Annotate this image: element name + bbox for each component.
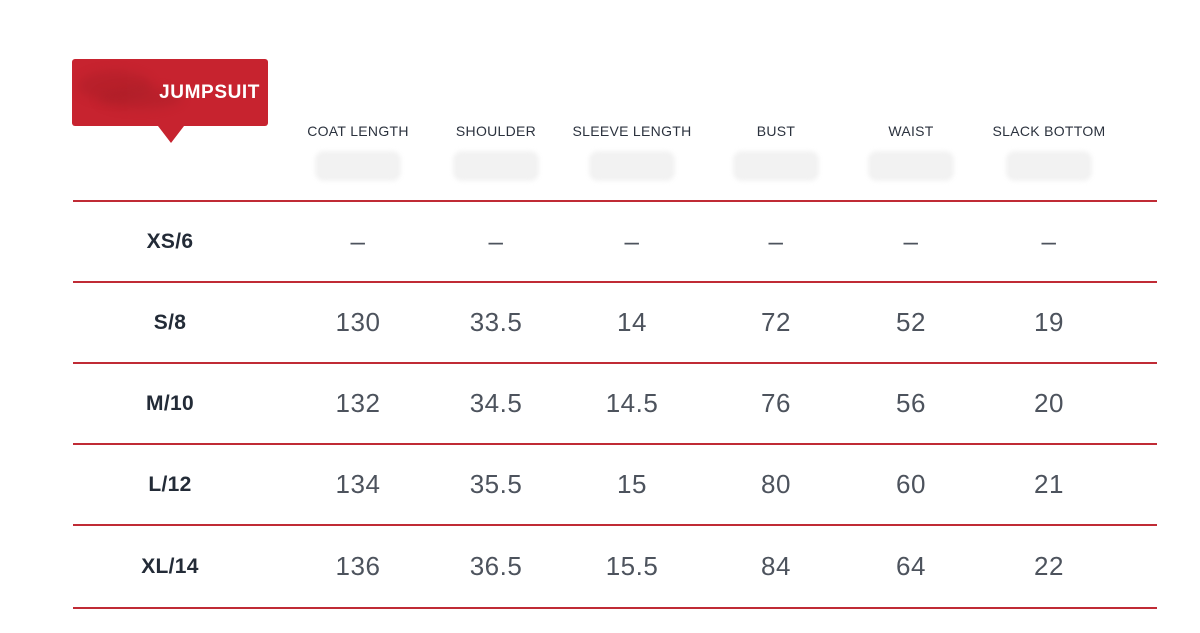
- column-header-label: SLACK BOTTOM: [992, 123, 1106, 139]
- faded-unit-graphic: [1006, 151, 1092, 181]
- faded-unit-graphic: [733, 151, 819, 181]
- faded-logo-graphic: [78, 71, 152, 101]
- cell-value: –: [903, 226, 919, 256]
- faded-unit-graphic: [589, 151, 675, 181]
- cell-value: 35.5: [469, 469, 523, 499]
- column-header-label: COAT LENGTH: [307, 123, 409, 139]
- cell-value: 14: [617, 307, 647, 337]
- column-header-waist: WAIST: [826, 123, 996, 181]
- faded-unit-graphic: [315, 151, 401, 181]
- column-header-sleeve-length: SLEEVE LENGTH: [547, 123, 717, 181]
- cell-value: 84: [761, 551, 791, 581]
- cell-value: 60: [896, 469, 926, 499]
- cell-value: –: [1041, 226, 1057, 256]
- table-row: XS/6 – – – – – –: [73, 200, 1157, 281]
- table-row: M/10 132 34.5 14.5 76 56 20: [73, 362, 1157, 443]
- column-header-coat-length: COAT LENGTH: [273, 123, 443, 181]
- cell-value: 22: [1034, 551, 1064, 581]
- cell-value: 34.5: [469, 388, 523, 418]
- cell-value: –: [768, 226, 784, 256]
- cell-value: 21: [1034, 469, 1064, 499]
- cell-value: 56: [896, 388, 926, 418]
- size-label: S/8: [153, 310, 187, 334]
- cell-value: 20: [1034, 388, 1064, 418]
- size-chart-badge: JUMPSUIT: [72, 59, 268, 126]
- cell-value: –: [488, 226, 504, 256]
- column-header-label: SLEEVE LENGTH: [572, 123, 692, 139]
- column-header-label: BUST: [756, 123, 796, 139]
- faded-logo-graphic: [98, 87, 182, 109]
- cell-value: 14.5: [605, 388, 659, 418]
- column-header-label: WAIST: [888, 123, 934, 139]
- cell-value: 136: [335, 551, 381, 581]
- size-label: XS/6: [146, 229, 194, 253]
- column-header-shoulder: SHOULDER: [411, 123, 581, 181]
- column-header-slack-bottom: SLACK BOTTOM: [964, 123, 1134, 181]
- cell-value: 76: [761, 388, 791, 418]
- column-header-bust: BUST: [691, 123, 861, 181]
- cell-value: 15: [617, 469, 647, 499]
- table-row: L/12 134 35.5 15 80 60 21: [73, 443, 1157, 524]
- column-header-label: SHOULDER: [455, 123, 537, 139]
- cell-value: 33.5: [469, 307, 523, 337]
- cell-value: 52: [896, 307, 926, 337]
- cell-value: 15.5: [605, 551, 659, 581]
- table-header-row: COAT LENGTH SHOULDER SLEEVE LENGTH BUST …: [73, 100, 1157, 200]
- cell-value: 132: [335, 388, 381, 418]
- cell-value: 130: [335, 307, 381, 337]
- cell-value: 64: [896, 551, 926, 581]
- cell-value: 134: [335, 469, 381, 499]
- cell-value: –: [350, 226, 366, 256]
- cell-value: 36.5: [469, 551, 523, 581]
- table-row: S/8 130 33.5 14 72 52 19: [73, 281, 1157, 362]
- faded-unit-graphic: [453, 151, 539, 181]
- size-label: L/12: [148, 472, 192, 496]
- cell-value: 19: [1034, 307, 1064, 337]
- size-label: M/10: [146, 391, 194, 415]
- badge-pointer-icon: [158, 126, 184, 143]
- faded-unit-graphic: [868, 151, 954, 181]
- cell-value: 72: [761, 307, 791, 337]
- table-row: XL/14 136 36.5 15.5 84 64 22: [73, 524, 1157, 609]
- cell-value: 80: [761, 469, 791, 499]
- size-label: XL/14: [141, 554, 199, 578]
- cell-value: –: [624, 226, 640, 256]
- badge-label: JUMPSUIT: [159, 81, 260, 103]
